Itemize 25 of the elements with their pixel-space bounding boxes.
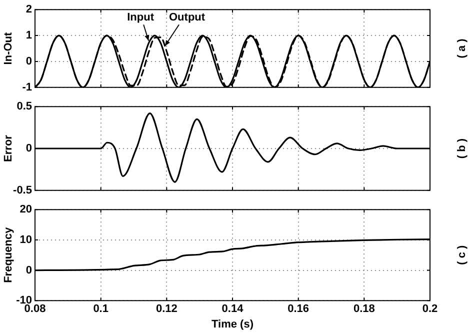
- y-tick-label: 1: [26, 30, 32, 42]
- x-tick-label: 0.16: [288, 303, 310, 316]
- text: ( c ): [456, 244, 468, 265]
- x-axis-title: Time (s): [212, 318, 254, 330]
- text: ( a ): [456, 38, 468, 58]
- x-tick-label: 0.18: [353, 303, 375, 316]
- y-axis-title: In-Out: [2, 32, 15, 65]
- text: ( b ): [456, 138, 468, 159]
- x-tick-label: 0.2: [422, 303, 438, 316]
- y-tick-label: 10: [20, 234, 32, 246]
- y-axis-title: Frequency: [2, 226, 15, 283]
- y-tick-label: -1: [22, 81, 32, 94]
- y-tick-label: 0: [26, 264, 32, 276]
- x-tick-label: 0.1: [93, 303, 108, 316]
- y-axis-title: Error: [2, 134, 15, 162]
- y-tick-label: 0.5: [16, 100, 32, 113]
- y-tick-label: 0: [26, 56, 32, 68]
- y-tick-label: 20: [20, 204, 32, 216]
- annotation: Output: [168, 12, 206, 24]
- x-tick-label: 0.12: [156, 303, 178, 316]
- y-tick-label: -0.5: [13, 184, 32, 196]
- annotation: Input: [127, 12, 154, 24]
- x-tick-label: 0.14: [222, 303, 244, 316]
- y-tick-label: 0: [26, 142, 32, 155]
- y-tick-label: 2: [26, 4, 32, 16]
